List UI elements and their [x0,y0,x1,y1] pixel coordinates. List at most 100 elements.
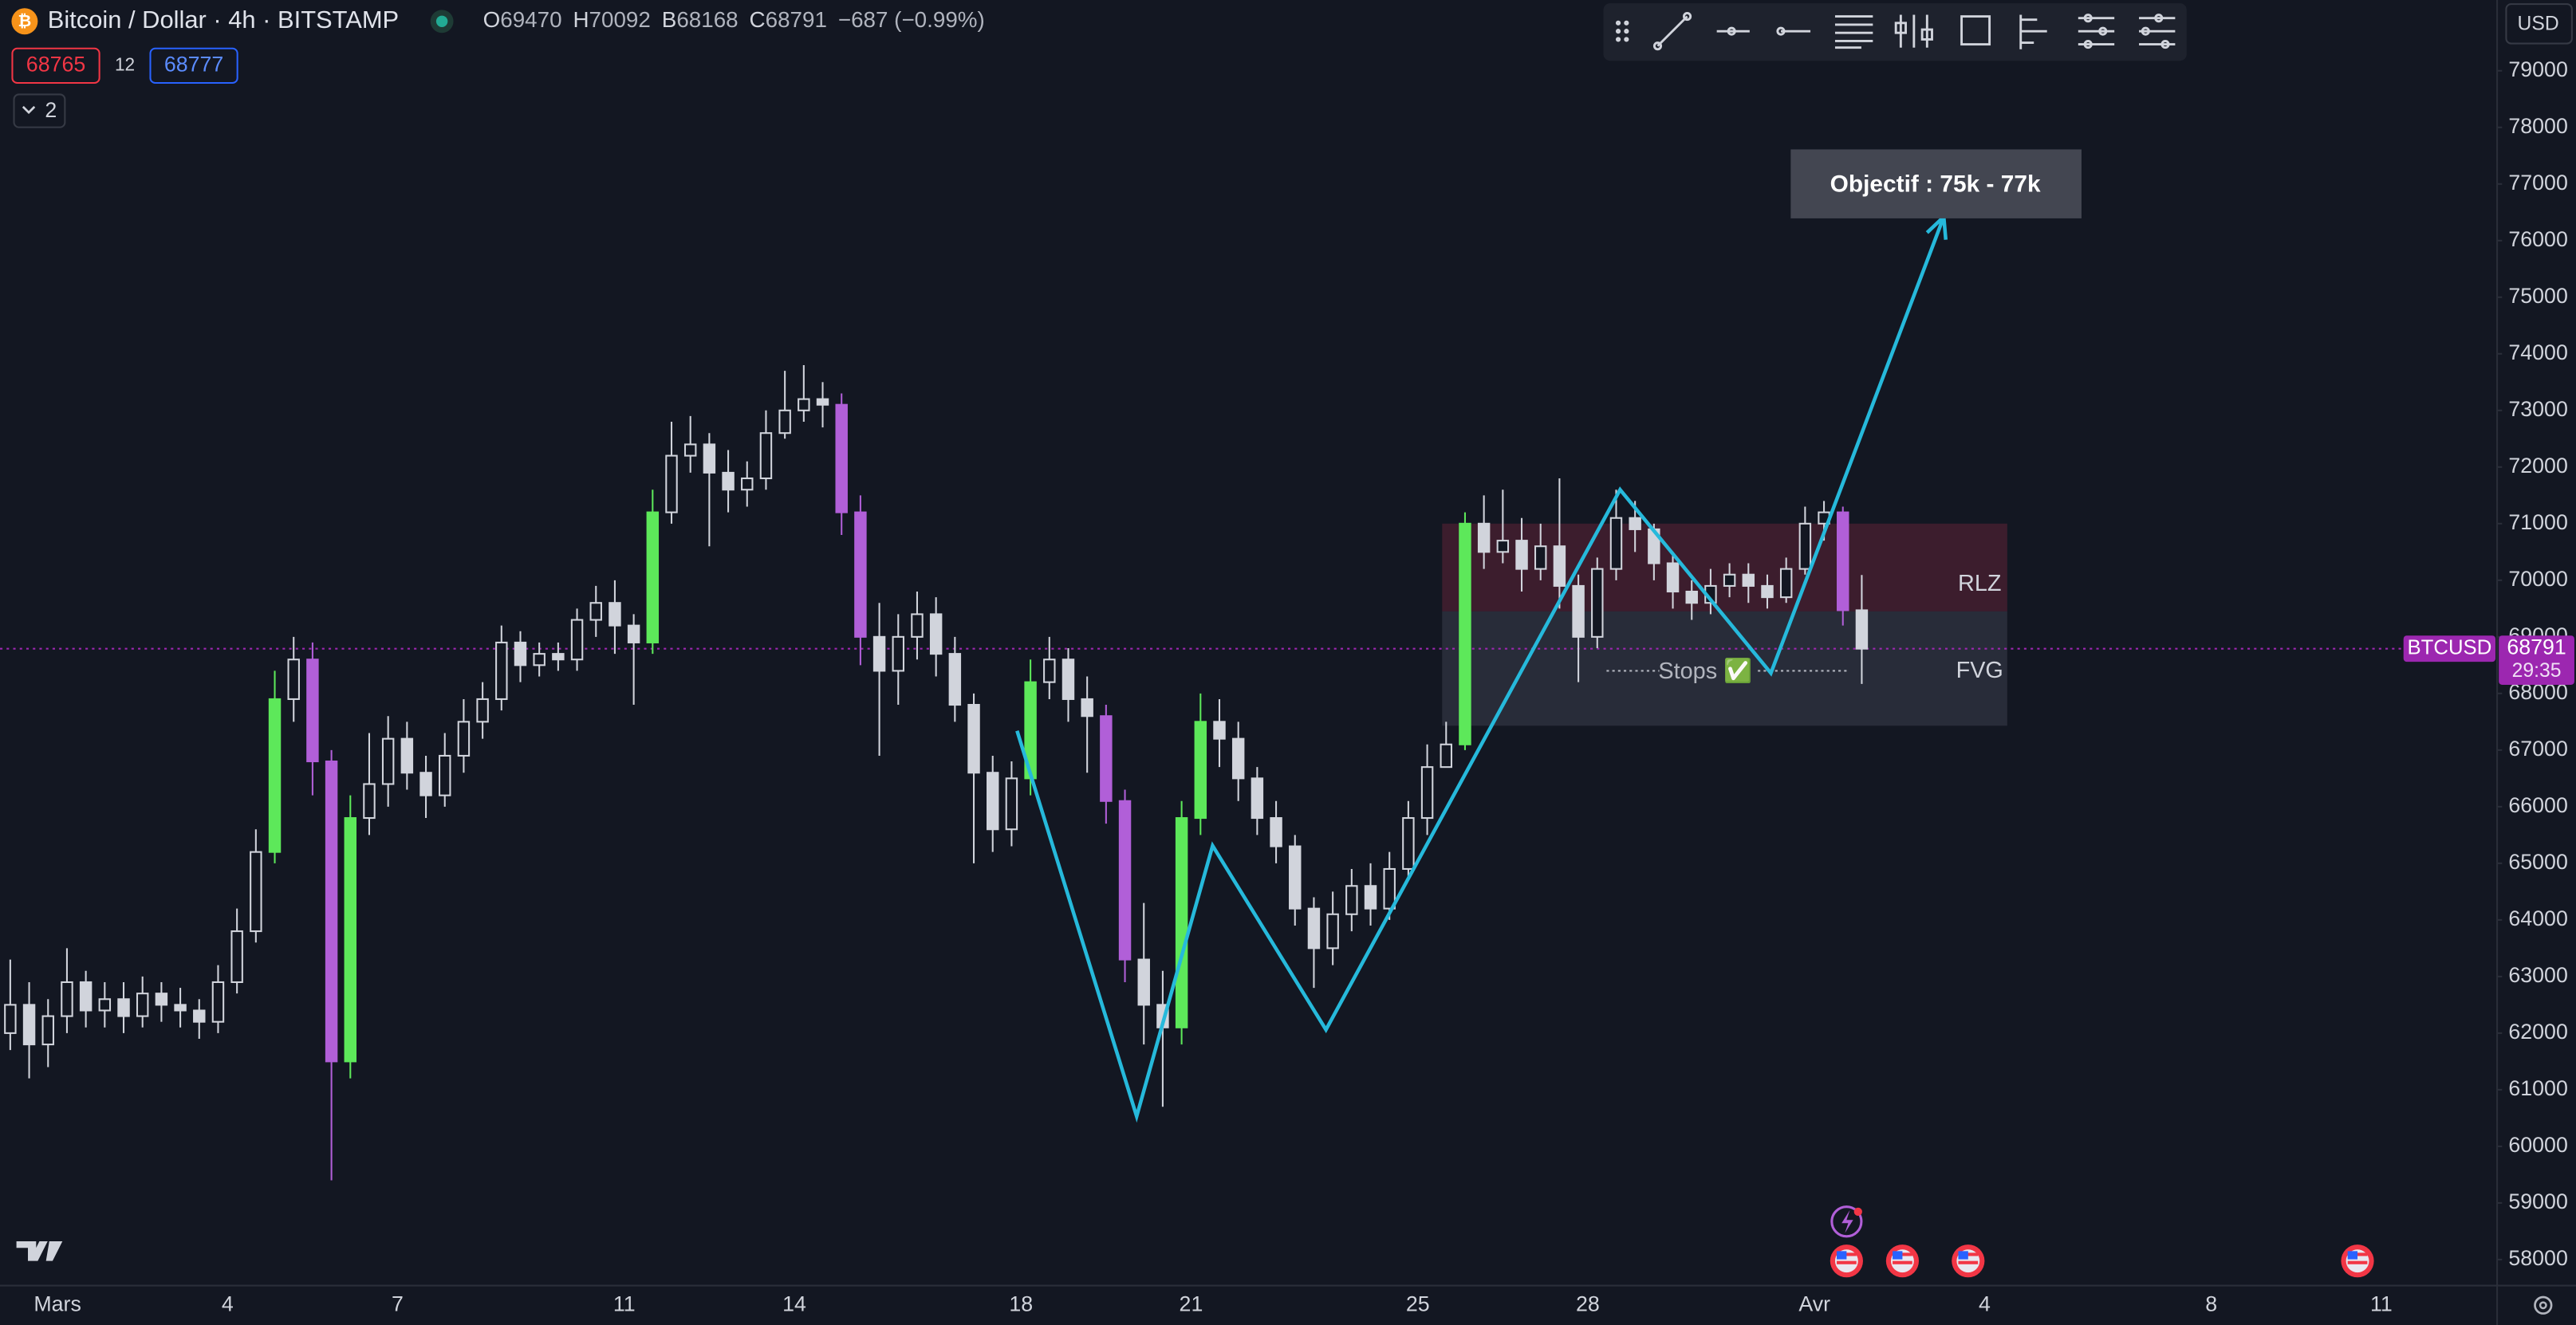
x-tick-label: 11 [613,1292,636,1315]
candle-body [1043,659,1056,683]
candle-body [1326,913,1339,950]
candle-body [1685,590,1698,604]
flag-icon[interactable] [1830,1244,1863,1278]
symbol-title[interactable]: Bitcoin / Dollar · 4h · BITSTAMP [48,6,399,33]
candle-body [854,511,867,638]
candle-body [609,602,621,627]
candle-body [703,443,716,474]
price-change: −687 (−0.99%) [838,7,985,32]
candle-body [495,641,508,700]
candle-body [1496,540,1510,553]
candle-body [589,602,602,621]
x-tick-label: 11 [2370,1292,2393,1315]
more-tool[interactable] [2139,14,2176,49]
chevron [22,105,36,114]
logo [16,1240,63,1261]
candle-body [948,653,962,706]
candle-body [1231,737,1245,780]
y-tick-label: 66000 [2508,793,2567,817]
candle-body [1289,845,1302,910]
candle-body [1666,562,1680,593]
flag-icon[interactable] [2341,1244,2374,1278]
candle-body [457,721,471,757]
y-tick-label: 65000 [2508,850,2567,874]
spread: 12 [115,53,135,74]
candle-body [646,511,660,643]
candle-body [344,817,357,1063]
candle-body [363,783,376,820]
x-tick-label: 18 [1009,1292,1033,1315]
candle-body [250,851,262,933]
settings-icon[interactable] [2534,1296,2553,1315]
pattern-line [1015,216,1946,1123]
target-label: Objectif : 75k - 77k [1830,171,2041,198]
y-tick-label: 67000 [2508,737,2567,761]
events [1830,1205,2374,1278]
ohlc-value: 68168 [676,7,738,32]
trend-line-tool[interactable] [1652,12,1692,51]
indicators-count: 2 [45,98,57,122]
coin-icon [11,8,38,35]
event-glyph [1841,1209,1853,1233]
candle-body [61,981,73,1017]
candle-body [1175,817,1188,1028]
x-tick-label: 7 [392,1292,404,1315]
candle-body [1364,885,1377,910]
stops-label: Stops ✅ [1658,657,1752,684]
candle-body [1553,545,1566,587]
candle-body [211,981,225,1023]
horizontal-ray-tool[interactable] [1716,26,1750,36]
drag-handle[interactable] [1615,20,1629,42]
candle-body [1609,517,1623,570]
ohlc-value: 70092 [589,7,651,32]
candle-body [1591,568,1604,638]
candle-body [1534,545,1547,570]
candle-body [476,698,489,723]
ray-tool[interactable] [1776,26,1811,36]
flag-icon[interactable] [1885,1244,1920,1278]
flag-icon[interactable] [1952,1244,1985,1278]
settings-tool[interactable] [2078,14,2115,49]
x-tick-label: 21 [1180,1292,1203,1315]
candle-body [1345,885,1358,915]
candle-body [193,1009,206,1023]
candle-body [1515,540,1528,570]
candle-body [1459,522,1471,745]
candle-body [306,659,319,763]
x-tick-label: 28 [1576,1292,1600,1315]
y-tick-label: 74000 [2508,340,2567,364]
candle-body [1837,511,1849,611]
position-tool[interactable] [1894,14,1933,48]
candle-body [1383,867,1396,910]
x-tick-label: Avr [1798,1292,1830,1315]
candle-body [136,993,149,1017]
candle-body [1062,659,1075,700]
rectangle-tool[interactable] [1960,15,1991,46]
candle-body [552,653,565,661]
candle-body [1723,573,1736,587]
candle-body [1194,721,1207,820]
candle-body [1798,522,1812,570]
zone-label: FVG [1956,658,2003,683]
buy-button[interactable] [149,47,238,85]
indicators-toggle[interactable] [13,93,66,128]
x-tick-label: 4 [1979,1292,1991,1315]
y-tick-label: 70000 [2508,567,2567,591]
drawing-toolbar [1603,3,2187,61]
currency-button[interactable] [2505,3,2573,45]
ask-price: 68777 [164,52,223,76]
sell-button[interactable] [11,47,100,85]
y-tick-label: 78000 [2508,114,2567,138]
candle-body [22,1004,36,1046]
y-tick-label: 79000 [2508,57,2567,81]
candle-body [174,1004,187,1012]
candle-body [230,930,243,984]
y-tick-label: 62000 [2508,1020,2567,1044]
candle-body [1251,777,1264,820]
parallel-channel-tool[interactable] [1834,15,1873,49]
fib-tool[interactable] [2019,14,2047,49]
candle-body [1742,573,1755,587]
candle-body [1270,817,1282,847]
